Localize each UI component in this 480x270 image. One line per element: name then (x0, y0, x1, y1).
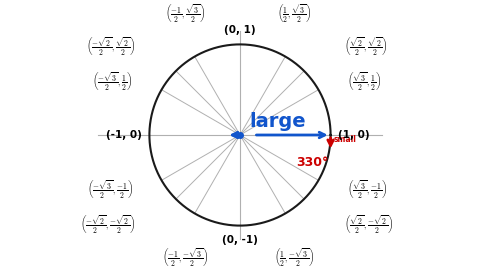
Text: $\left(\dfrac{1}{2},\, \dfrac{-\sqrt{3}}{2}\right)$: $\left(\dfrac{1}{2},\, \dfrac{-\sqrt{3}}… (274, 245, 315, 268)
Text: (0, -1): (0, -1) (222, 235, 258, 245)
Text: $\left(\dfrac{1}{2},\, \dfrac{\sqrt{3}}{2}\right)$: $\left(\dfrac{1}{2},\, \dfrac{\sqrt{3}}{… (277, 2, 312, 25)
Text: $\left(\dfrac{-1}{2},\, \dfrac{-\sqrt{3}}{2}\right)$: $\left(\dfrac{-1}{2},\, \dfrac{-\sqrt{3}… (162, 245, 209, 268)
Text: $\left(\dfrac{-\sqrt{2}}{2},\, \dfrac{\sqrt{2}}{2}\right)$: $\left(\dfrac{-\sqrt{2}}{2},\, \dfrac{\s… (86, 35, 136, 57)
Text: $\left(\dfrac{\sqrt{2}}{2},\, \dfrac{\sqrt{2}}{2}\right)$: $\left(\dfrac{\sqrt{2}}{2},\, \dfrac{\sq… (344, 35, 388, 57)
Text: $\left(\dfrac{\sqrt{2}}{2},\, \dfrac{-\sqrt{2}}{2}\right)$: $\left(\dfrac{\sqrt{2}}{2},\, \dfrac{-\s… (344, 213, 394, 235)
Text: large: large (250, 112, 306, 131)
Text: $\left(\dfrac{\sqrt{3}}{2},\, \dfrac{1}{2}\right)$: $\left(\dfrac{\sqrt{3}}{2},\, \dfrac{1}{… (347, 70, 382, 92)
Text: 330°: 330° (296, 156, 328, 169)
Text: $\left(\dfrac{-\sqrt{2}}{2},\, \dfrac{-\sqrt{2}}{2}\right)$: $\left(\dfrac{-\sqrt{2}}{2},\, \dfrac{-\… (80, 213, 136, 235)
Text: (1, 0): (1, 0) (338, 130, 370, 140)
Text: $\left(\dfrac{-\sqrt{3}}{2},\, \dfrac{1}{2}\right)$: $\left(\dfrac{-\sqrt{3}}{2},\, \dfrac{1}… (93, 70, 133, 92)
Text: $\left(\dfrac{-1}{2},\, \dfrac{\sqrt{3}}{2}\right)$: $\left(\dfrac{-1}{2},\, \dfrac{\sqrt{3}}… (165, 2, 206, 25)
Text: small: small (333, 135, 356, 144)
Text: $\left(\dfrac{-\sqrt{3}}{2},\, \dfrac{-1}{2}\right)$: $\left(\dfrac{-\sqrt{3}}{2},\, \dfrac{-1… (86, 178, 133, 200)
Text: (0, 1): (0, 1) (224, 25, 256, 35)
Text: $\left(\dfrac{\sqrt{3}}{2},\, \dfrac{-1}{2}\right)$: $\left(\dfrac{\sqrt{3}}{2},\, \dfrac{-1}… (347, 178, 387, 200)
Text: (-1, 0): (-1, 0) (106, 130, 142, 140)
